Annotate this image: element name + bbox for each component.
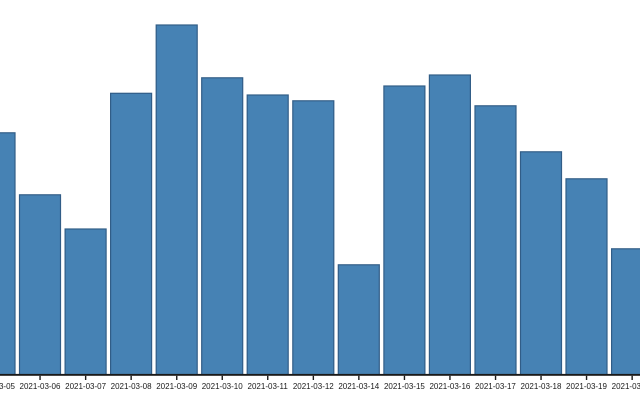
svg-text:2021-03-16: 2021-03-16 [429, 382, 470, 391]
svg-text:2021-03-11: 2021-03-11 [248, 382, 289, 391]
svg-text:2021-03-07: 2021-03-07 [65, 382, 106, 391]
svg-text:2021-03-06: 2021-03-06 [20, 382, 61, 391]
svg-text:2021-03-18: 2021-03-18 [521, 382, 562, 391]
svg-text:2021-03-08: 2021-03-08 [111, 382, 152, 391]
svg-text:2021-03-19: 2021-03-19 [566, 382, 607, 391]
svg-text:2021-03-10: 2021-03-10 [202, 382, 243, 391]
svg-text:2021-03-14: 2021-03-14 [338, 382, 379, 391]
svg-text:2021-03-12: 2021-03-12 [293, 382, 334, 391]
svg-text:2021-03-20: 2021-03-20 [612, 382, 640, 391]
svg-text:2021-03-17: 2021-03-17 [475, 382, 516, 391]
svg-text:2021-03-15: 2021-03-15 [384, 382, 425, 391]
svg-text:2021-03-05: 2021-03-05 [0, 382, 16, 391]
svg-text:2021-03-09: 2021-03-09 [156, 382, 197, 391]
